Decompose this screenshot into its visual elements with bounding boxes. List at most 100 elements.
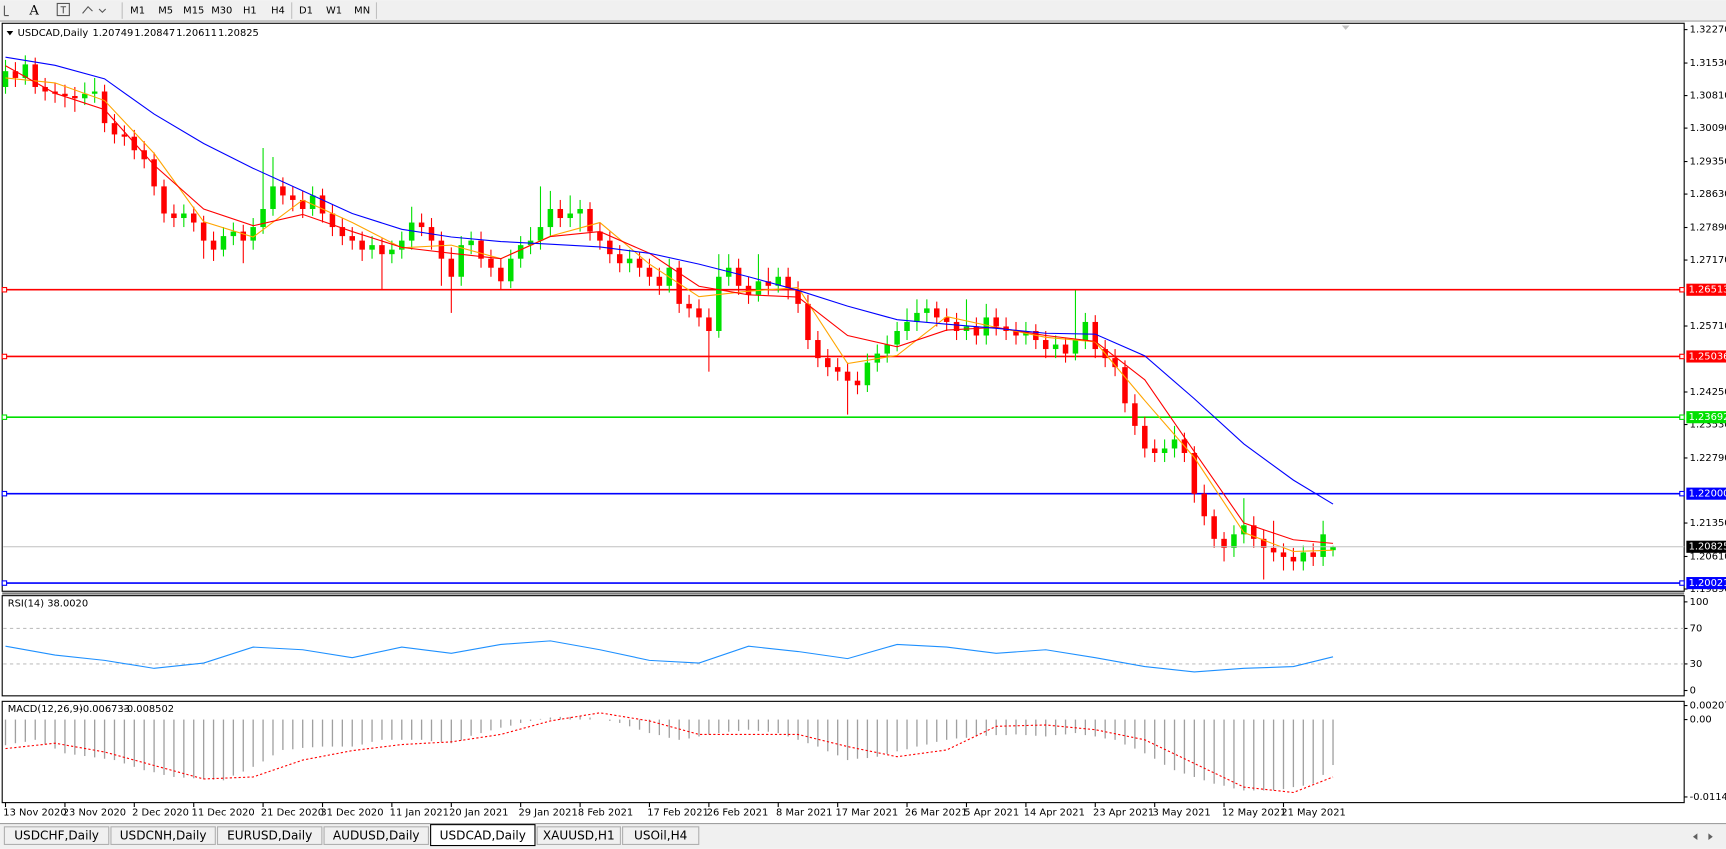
candle-body — [339, 227, 346, 237]
x-tick-label: 8 Feb 2021 — [578, 808, 633, 819]
tab[interactable]: USOil,H4 — [622, 826, 700, 845]
candle-body — [785, 276, 791, 291]
tab-label[interactable]: USOil,H4 — [634, 829, 688, 843]
candle-body — [864, 362, 871, 386]
ohlc-value: 1.20749 — [92, 28, 133, 39]
y-tick-label: 1.30810 — [1690, 91, 1726, 102]
candle-body — [716, 276, 722, 331]
candle-body — [1062, 344, 1069, 354]
tab-label[interactable]: USDCNH,Daily — [120, 829, 207, 843]
candle-body — [1221, 538, 1227, 548]
timeframe-button[interactable]: MN — [354, 6, 370, 17]
tool-button[interactable]: A — [28, 4, 39, 19]
candle-body — [567, 213, 573, 219]
tab[interactable]: EURUSD,Daily — [216, 826, 323, 845]
candle-body — [200, 222, 207, 241]
level-handle — [1679, 414, 1685, 420]
candle-body — [1330, 546, 1336, 551]
timeframe-button[interactable]: M30 — [211, 6, 232, 17]
timeframe-button[interactable]: W1 — [326, 6, 342, 17]
y-tick-label: -0.011462 — [1690, 792, 1726, 803]
candle-body — [111, 123, 118, 135]
candle-body — [755, 281, 762, 295]
y-tick-label: 1.20610 — [1690, 551, 1726, 562]
candle-body — [448, 258, 455, 277]
tab-label[interactable]: XAUUSD,H1 — [543, 829, 615, 843]
level-label-box — [1686, 487, 1726, 500]
signal-value: -0.008502 — [123, 704, 174, 715]
candle-body — [478, 240, 484, 259]
timeframe-button[interactable]: M1 — [130, 6, 145, 17]
timeframe-button[interactable]: H4 — [271, 6, 285, 17]
candle-body — [1300, 552, 1307, 562]
y-tick-label: 1.25710 — [1690, 321, 1726, 332]
candle-body — [656, 276, 663, 286]
y-tick-label: 1.29350 — [1690, 157, 1726, 168]
candle-body — [190, 213, 197, 223]
candle-body — [894, 330, 900, 345]
candle-body — [626, 258, 633, 264]
candle-body — [646, 267, 653, 277]
y-tick-label: 70 — [1690, 623, 1703, 634]
candle-body — [1211, 516, 1217, 539]
timeframe-button[interactable]: M15 — [183, 6, 204, 17]
candle-body — [1251, 525, 1257, 539]
level-label: 1.20021 — [1689, 578, 1726, 589]
x-tick-label: 21 May 2021 — [1281, 808, 1346, 819]
tab[interactable]: USDCAD,Daily — [430, 824, 536, 847]
moving-average — [5, 56, 1334, 505]
candle-body — [983, 317, 990, 336]
x-tick-label: 11 Jan 2021 — [390, 808, 449, 819]
timeframe-button[interactable]: D1 — [299, 6, 313, 17]
candle-body — [825, 358, 831, 368]
candle-body — [854, 380, 861, 386]
candle-body — [557, 208, 564, 219]
candle-body — [161, 186, 167, 214]
candle-body — [953, 321, 960, 331]
toolbar-buttons: A M1 M5 M15 M30 H1 H4 D1 W1 MN — [28, 4, 370, 19]
x-tick-label: 5 Apr 2021 — [964, 808, 1019, 819]
candle-body — [973, 326, 980, 336]
candle-body — [72, 96, 78, 99]
timeframe-button[interactable]: M5 — [158, 6, 173, 17]
tab[interactable]: USDCNH,Daily — [110, 826, 216, 845]
candle-body — [62, 93, 68, 97]
candle-body — [844, 371, 851, 381]
tab-background — [216, 826, 323, 845]
y-tick-label: 1.22790 — [1690, 453, 1726, 464]
y-tick-label: 1.27170 — [1690, 255, 1726, 266]
level-label: 1.25036 — [1689, 351, 1726, 362]
tab-label[interactable]: USDCAD,Daily — [440, 829, 526, 843]
candle-body — [1320, 534, 1326, 557]
candle-body — [270, 186, 276, 209]
tab[interactable]: XAUUSD,H1 — [536, 826, 621, 845]
candle-body — [418, 222, 425, 228]
candle-body — [82, 93, 88, 99]
tab[interactable]: USDCHF,Daily — [3, 826, 110, 845]
tab[interactable]: AUDUSD,Daily — [323, 826, 429, 845]
tab-background — [430, 824, 536, 847]
x-tick-label: 31 Dec 2020 — [320, 808, 383, 819]
x-tick-label: 13 Nov 2020 — [3, 808, 66, 819]
level-label-box — [1686, 411, 1726, 424]
cursor-icon — [3, 5, 9, 17]
level-handle — [1, 580, 8, 586]
candle-body — [636, 258, 643, 268]
tab-label[interactable]: AUDUSD,Daily — [333, 829, 420, 843]
candle-body — [230, 231, 237, 237]
candle-body — [1092, 321, 1099, 350]
x-tick-label: 23 Nov 2020 — [63, 808, 126, 819]
candle-body — [379, 245, 385, 255]
tab-label[interactable]: USDCHF,Daily — [14, 829, 99, 843]
level-handle — [1679, 353, 1685, 360]
candle-body — [914, 312, 920, 322]
candle-body — [101, 91, 108, 124]
y-tick-label: 1.19890 — [1690, 584, 1726, 595]
tab-label[interactable]: EURUSD,Daily — [227, 829, 312, 843]
candle-body — [329, 213, 336, 228]
candle-body — [1122, 367, 1128, 404]
moving-average — [5, 77, 1334, 553]
ohlc-value: 1.20825 — [218, 28, 259, 39]
timeframe-button[interactable]: H1 — [243, 6, 257, 17]
level-label-box — [1686, 283, 1726, 296]
